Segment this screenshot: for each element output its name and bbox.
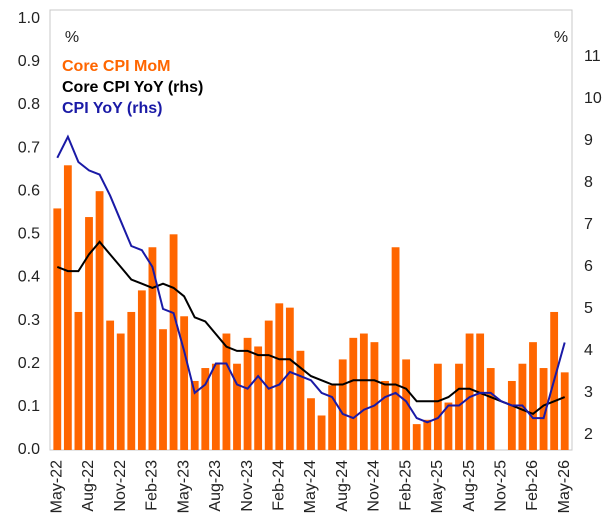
bar: [433, 363, 442, 450]
x-tick-label: May-23: [175, 460, 192, 513]
y2-tick-label: 7: [584, 216, 593, 233]
x-tick-label: Feb-24: [271, 460, 288, 511]
bar: [370, 342, 379, 450]
bar: [507, 380, 516, 450]
bar: [159, 329, 167, 450]
bar: [264, 320, 273, 450]
bar: [402, 359, 411, 450]
x-tick-label: Feb-26: [524, 460, 541, 511]
bar: [74, 311, 83, 450]
x-tick-label: Aug-23: [207, 460, 224, 512]
x-tick-label: May-22: [49, 460, 66, 513]
y-tick-label: 1.0: [18, 10, 40, 27]
x-tick-label: Nov-22: [112, 460, 129, 512]
bar: [465, 333, 474, 450]
y2-tick-label: 11: [584, 48, 601, 65]
bar: [338, 359, 347, 450]
bar: [190, 380, 199, 450]
bar: [476, 333, 485, 450]
bar: [296, 350, 305, 450]
bar: [486, 368, 495, 450]
bar: [529, 342, 537, 450]
y2-tick-label: 6: [584, 258, 593, 275]
bar: [180, 316, 189, 450]
bar: [233, 363, 241, 450]
bar: [95, 191, 104, 451]
x-tick-label: Nov-23: [239, 460, 256, 512]
y2-tick-label: 2: [584, 426, 593, 443]
y-tick-label: 0.9: [18, 53, 40, 70]
bar: [53, 208, 62, 450]
x-tick-label: May-24: [302, 460, 319, 513]
bar: [148, 247, 157, 450]
bar: [169, 234, 178, 450]
bar: [222, 333, 231, 450]
bar: [63, 165, 72, 450]
bar: [254, 346, 263, 450]
bar: [455, 363, 463, 450]
y-tick-label: 0.2: [18, 355, 40, 372]
y2-tick-label: 4: [584, 342, 593, 359]
y-tick-label: 0.7: [18, 139, 40, 156]
y2-tick-label: 9: [584, 132, 593, 149]
bar: [275, 303, 284, 450]
y-tick-label: 0.6: [18, 182, 40, 199]
x-tick-label: Nov-24: [366, 460, 383, 512]
x-tick-label: May-26: [556, 460, 573, 513]
right-unit: %: [554, 29, 568, 46]
bar: [116, 333, 125, 450]
bar: [539, 368, 548, 450]
bar: [137, 290, 146, 450]
bar: [211, 363, 220, 450]
legend-entry: Core CPI YoY (rhs): [62, 79, 203, 96]
x-tick-label: Feb-25: [397, 460, 414, 511]
bar: [243, 337, 252, 450]
bar: [127, 311, 136, 450]
bar: [285, 307, 294, 450]
x-tick-label: Aug-25: [461, 460, 478, 512]
bar: [307, 398, 315, 450]
y2-tick-label: 3: [584, 384, 593, 401]
bar: [444, 402, 453, 450]
x-tick-label: Aug-24: [334, 460, 351, 512]
y-tick-label: 0.0: [18, 441, 40, 458]
y-tick-label: 0.1: [18, 398, 40, 415]
y2-tick-label: 5: [584, 300, 593, 317]
y-tick-label: 0.8: [18, 96, 40, 113]
bar: [317, 415, 326, 450]
legend-entry: Core CPI MoM: [62, 58, 170, 75]
x-tick-label: Aug-22: [80, 460, 97, 512]
y-tick-label: 0.4: [18, 269, 40, 286]
bar: [560, 372, 569, 450]
x-tick-label: Nov-25: [493, 460, 510, 512]
y-tick-label: 0.3: [18, 312, 40, 329]
bar: [349, 337, 358, 450]
line: [56, 134, 566, 424]
bar: [85, 217, 93, 450]
bar: [106, 320, 115, 450]
y-tick-label: 0.5: [18, 226, 40, 243]
bar: [412, 424, 421, 450]
bar: [201, 368, 210, 450]
x-tick-label: Feb-23: [144, 460, 161, 511]
bar: [423, 419, 432, 450]
legend-entry: CPI YoY (rhs): [62, 100, 162, 117]
left-unit: %: [65, 29, 79, 46]
bar: [391, 247, 400, 450]
x-tick-label: May-25: [429, 460, 446, 513]
y2-tick-label: 10: [584, 90, 602, 107]
bar: [381, 380, 389, 450]
bar: [328, 385, 337, 450]
bar: [359, 333, 368, 450]
y2-tick-label: 8: [584, 174, 593, 191]
